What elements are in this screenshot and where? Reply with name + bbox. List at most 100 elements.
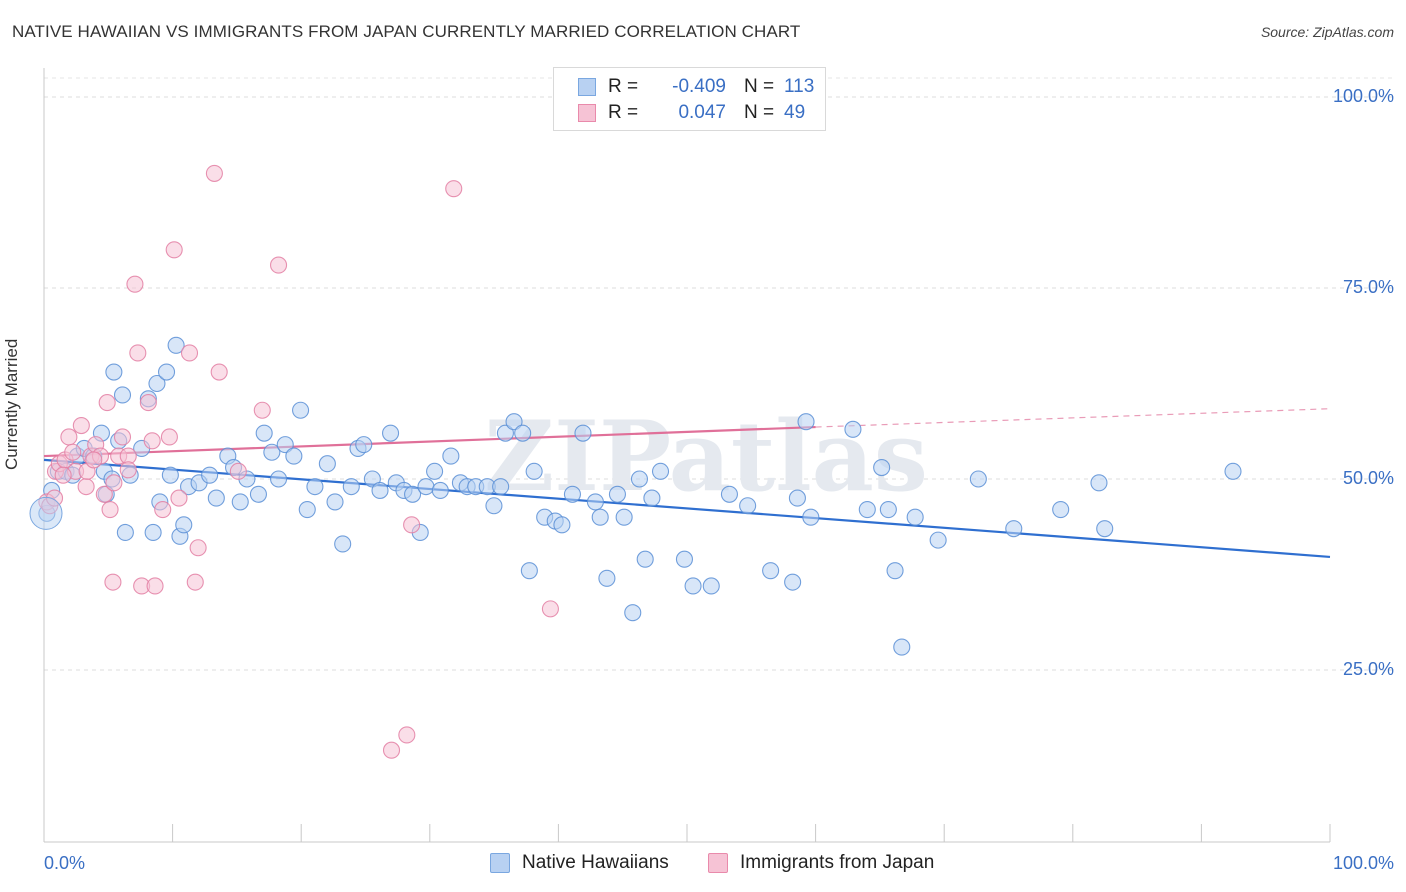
data-point-native-hawaiian bbox=[797, 413, 815, 431]
data-point-immigrant-japan bbox=[165, 241, 183, 259]
n-label: N = bbox=[744, 102, 775, 123]
data-point-immigrant-japan bbox=[154, 501, 172, 519]
data-point-native-hawaiian bbox=[382, 424, 400, 442]
data-point-native-hawaiian bbox=[426, 462, 444, 480]
data-point-native-hawaiian bbox=[496, 424, 514, 442]
n-value: 113 bbox=[784, 76, 815, 97]
source-credit: Source: ZipAtlas.com bbox=[1260, 24, 1394, 40]
data-point-native-hawaiian bbox=[167, 336, 185, 354]
data-point-native-hawaiian bbox=[326, 493, 344, 511]
data-point-native-hawaiian bbox=[762, 562, 780, 580]
r-value: -0.409 bbox=[672, 76, 726, 97]
data-point-native-hawaiian bbox=[844, 420, 862, 438]
data-point-native-hawaiian bbox=[608, 485, 626, 503]
data-point-immigrant-japan bbox=[54, 466, 72, 484]
data-points bbox=[29, 164, 1242, 759]
data-point-native-hawaiian bbox=[1224, 462, 1242, 480]
data-point-native-hawaiian bbox=[1096, 520, 1114, 538]
data-point-immigrant-japan bbox=[445, 180, 463, 198]
y-tick-label-100: 100.0% bbox=[1332, 86, 1394, 106]
data-point-immigrant-japan bbox=[113, 428, 132, 446]
data-point-native-hawaiian bbox=[285, 447, 303, 465]
data-point-native-hawaiian bbox=[306, 478, 324, 496]
data-point-immigrant-japan bbox=[77, 478, 95, 496]
data-point-immigrant-japan bbox=[253, 401, 271, 419]
data-point-native-hawaiian bbox=[492, 478, 510, 496]
data-point-native-hawaiian bbox=[442, 447, 460, 465]
data-point-native-hawaiian bbox=[201, 466, 219, 484]
data-point-immigrant-japan bbox=[160, 428, 178, 446]
data-point-native-hawaiian bbox=[355, 436, 373, 454]
data-point-immigrant-japan bbox=[205, 164, 223, 182]
data-point-native-hawaiian bbox=[684, 577, 702, 595]
legend-label: Immigrants from Japan bbox=[740, 852, 935, 873]
trend-line-immigrants-japan-extension bbox=[815, 408, 1331, 428]
data-point-native-hawaiian bbox=[431, 481, 449, 500]
legend-swatch-pink bbox=[708, 853, 728, 873]
data-point-immigrant-japan bbox=[98, 394, 116, 412]
data-point-native-hawaiian bbox=[969, 470, 987, 488]
data-point-native-hawaiian bbox=[906, 508, 924, 526]
data-point-native-hawaiian bbox=[269, 470, 288, 488]
legend-label: Native Hawaiians bbox=[522, 852, 669, 873]
y-axis-label: Currently Married bbox=[2, 338, 21, 470]
data-point-immigrant-japan bbox=[119, 461, 137, 479]
data-point-immigrant-japan bbox=[541, 600, 559, 618]
data-point-native-hawaiian bbox=[157, 363, 176, 381]
x-tick-label-100: 100.0% bbox=[1332, 853, 1394, 873]
data-point-native-hawaiian bbox=[929, 531, 947, 549]
data-point-native-hawaiian bbox=[105, 363, 123, 381]
data-point-native-hawaiian bbox=[29, 496, 63, 530]
data-point-native-hawaiian bbox=[802, 508, 820, 526]
r-label: R = bbox=[608, 102, 639, 123]
data-point-native-hawaiian bbox=[144, 523, 162, 542]
y-tick-label-50: 50.0% bbox=[1342, 468, 1394, 488]
data-point-immigrant-japan bbox=[180, 344, 199, 362]
data-point-native-hawaiian bbox=[249, 485, 267, 503]
data-point-immigrant-japan bbox=[382, 741, 401, 759]
data-point-immigrant-japan bbox=[269, 256, 288, 274]
data-point-native-hawaiian bbox=[116, 523, 134, 542]
r-label: R = bbox=[608, 76, 639, 97]
data-point-native-hawaiian bbox=[586, 493, 604, 511]
x-tick-label-0: 0.0% bbox=[44, 853, 86, 873]
data-point-immigrant-japan bbox=[101, 501, 119, 519]
data-point-native-hawaiian bbox=[788, 489, 806, 507]
data-point-immigrant-japan bbox=[104, 573, 122, 591]
trend-line-native-hawaiians bbox=[43, 458, 1331, 559]
data-point-native-hawaiian bbox=[739, 497, 757, 515]
data-point-immigrant-japan bbox=[146, 577, 164, 595]
data-point-immigrant-japan bbox=[72, 416, 90, 435]
legend-item-native-hawaiians[interactable]: Native Hawaiians bbox=[490, 852, 669, 874]
r-value: 0.047 bbox=[678, 102, 726, 123]
trend-lines bbox=[43, 408, 1331, 559]
data-point-native-hawaiian bbox=[520, 562, 538, 580]
data-point-native-hawaiian bbox=[886, 562, 904, 580]
stats-legend: R = -0.409 N = 113 R = 0.047 N = 49 bbox=[553, 67, 826, 131]
data-point-immigrant-japan bbox=[95, 485, 113, 503]
data-point-native-hawaiian bbox=[161, 466, 179, 484]
data-point-native-hawaiian bbox=[563, 485, 581, 503]
data-point-native-hawaiian bbox=[1090, 474, 1108, 492]
data-point-native-hawaiian bbox=[598, 569, 616, 587]
data-point-immigrant-japan bbox=[189, 539, 207, 557]
n-label: N = bbox=[744, 76, 775, 97]
watermark: ZIPatlas bbox=[484, 400, 928, 513]
data-point-native-hawaiian bbox=[651, 462, 670, 480]
data-point-native-hawaiian bbox=[207, 489, 225, 507]
data-point-native-hawaiian bbox=[615, 508, 633, 526]
y-tick-label-25: 25.0% bbox=[1342, 659, 1394, 679]
data-point-native-hawaiian bbox=[231, 493, 249, 511]
legend-swatch-pink bbox=[578, 104, 596, 122]
data-point-immigrant-japan bbox=[60, 428, 78, 446]
data-point-native-hawaiian bbox=[636, 550, 654, 568]
data-point-native-hawaiian bbox=[630, 470, 649, 488]
data-point-native-hawaiian bbox=[624, 604, 642, 622]
data-point-native-hawaiian bbox=[873, 458, 891, 477]
legend-item-immigrants-japan[interactable]: Immigrants from Japan bbox=[708, 852, 934, 874]
data-point-native-hawaiian bbox=[858, 501, 876, 519]
data-point-native-hawaiian bbox=[574, 424, 592, 442]
data-point-native-hawaiian bbox=[276, 436, 294, 454]
data-point-native-hawaiian bbox=[404, 485, 422, 503]
data-point-native-hawaiian bbox=[148, 374, 166, 393]
